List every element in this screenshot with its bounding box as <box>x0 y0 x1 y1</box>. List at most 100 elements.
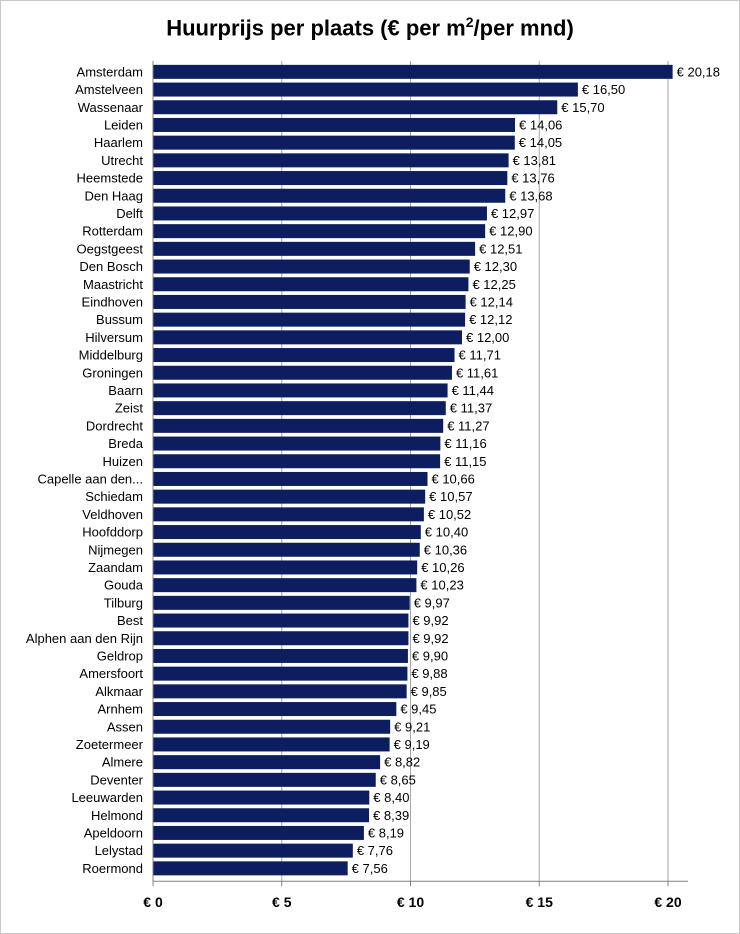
bar-helmond <box>153 808 370 823</box>
bar-breda <box>153 436 441 451</box>
bar-zeist <box>153 401 446 416</box>
category-label: Almere <box>102 755 143 770</box>
category-label: Leeuwarden <box>71 790 143 805</box>
x-tick-label: € 0 <box>143 894 163 910</box>
bar-den-haag <box>153 188 506 203</box>
category-label: Maastricht <box>83 277 143 292</box>
category-label: Breda <box>108 436 143 451</box>
value-label: € 9,19 <box>394 737 430 752</box>
bar-zaandam <box>153 560 418 575</box>
category-label: Oegstgeest <box>77 241 144 256</box>
category-label: Arnhem <box>97 702 143 717</box>
bar-tilburg <box>153 595 410 610</box>
value-label: € 7,56 <box>352 861 388 876</box>
category-label: Zaandam <box>88 560 143 575</box>
category-label: Haarlem <box>94 135 143 150</box>
x-tick-label: € 20 <box>654 894 681 910</box>
value-label: € 12,97 <box>491 206 534 221</box>
x-tick-label: € 5 <box>272 894 292 910</box>
category-label: Heemstede <box>77 171 143 186</box>
value-label: € 11,71 <box>459 348 501 363</box>
category-label: Hoofddorp <box>82 525 143 540</box>
bar-almere <box>153 755 381 770</box>
category-label: Zeist <box>115 401 144 416</box>
bar-wassenaar <box>153 100 558 115</box>
value-label: € 9,97 <box>414 595 450 610</box>
chart-title: Huurprijs per plaats (€ per m2/per mnd) <box>0 14 740 41</box>
value-label: € 9,88 <box>411 666 447 681</box>
bar-dordrecht <box>153 418 444 433</box>
bar-apeldoorn <box>153 825 364 840</box>
category-label: Den Haag <box>84 188 143 203</box>
bar-baarn <box>153 383 448 398</box>
bar-middelburg <box>153 348 455 363</box>
category-label: Helmond <box>91 808 143 823</box>
category-label: Roermond <box>82 861 143 876</box>
bar-amsterdam <box>153 64 673 79</box>
bar-hilversum <box>153 330 462 345</box>
bar-veldhoven <box>153 507 424 522</box>
bar-eindhoven <box>153 294 466 309</box>
bar-nijmegen <box>153 542 420 557</box>
value-label: € 10,57 <box>429 489 472 504</box>
bar-delft <box>153 206 487 221</box>
value-label: € 9,21 <box>394 719 430 734</box>
chart-title-tail: /per mnd) <box>473 15 574 41</box>
bar-amstelveen <box>153 82 578 97</box>
category-label: Capelle aan den... <box>37 471 143 486</box>
x-tick-label: € 15 <box>526 894 553 910</box>
category-label: Amstelveen <box>75 82 143 97</box>
value-label: € 7,76 <box>357 843 393 858</box>
category-label: Zoetermeer <box>76 737 144 752</box>
category-label: Dordrecht <box>86 418 143 433</box>
value-label: € 16,50 <box>582 82 625 97</box>
bar-arnhem <box>153 702 397 717</box>
category-label: Best <box>117 613 143 628</box>
bar-rotterdam <box>153 224 486 239</box>
category-label: Geldrop <box>97 648 143 663</box>
value-label: € 8,39 <box>373 808 409 823</box>
category-label: Lelystad <box>95 843 143 858</box>
bar-geldrop <box>153 648 408 663</box>
value-label: € 12,00 <box>466 330 509 345</box>
bar-best <box>153 613 409 628</box>
bar-haarlem <box>153 135 515 150</box>
category-label: Utrecht <box>101 153 143 168</box>
category-label: Alphen aan den Rijn <box>26 631 143 646</box>
value-label: € 10,26 <box>421 560 464 575</box>
bar-zoetermeer <box>153 737 390 752</box>
category-label: Amersfoort <box>79 666 143 681</box>
bar-gouda <box>153 578 417 593</box>
value-label: € 13,68 <box>509 188 552 203</box>
category-label: Tilburg <box>104 595 143 610</box>
bar-huizen <box>153 454 441 469</box>
value-label: € 12,14 <box>470 294 513 309</box>
value-label: € 12,25 <box>472 277 515 292</box>
category-label: Apeldoorn <box>84 825 143 840</box>
category-label: Den Bosch <box>79 259 143 274</box>
category-label: Veldhoven <box>82 507 143 522</box>
category-label: Rotterdam <box>82 224 143 239</box>
bar-utrecht <box>153 153 509 168</box>
bar-den-bosch <box>153 259 470 274</box>
category-label: Schiedam <box>85 489 143 504</box>
bar-alkmaar <box>153 684 407 699</box>
category-label: Assen <box>107 719 143 734</box>
category-label: Deventer <box>90 772 143 787</box>
category-label: Bussum <box>96 312 143 327</box>
value-label: € 8,19 <box>368 825 404 840</box>
value-label: € 12,30 <box>474 259 517 274</box>
category-label: Huizen <box>103 454 143 469</box>
value-label: € 8,82 <box>384 755 420 770</box>
bar-maastricht <box>153 277 469 292</box>
bar-schiedam <box>153 489 426 504</box>
category-label: Gouda <box>104 578 144 593</box>
category-label: Amsterdam <box>77 64 143 79</box>
x-tick-label: € 10 <box>397 894 424 910</box>
category-labels: Amsterdam Amstelveen Wassenaar Leiden Haarle… <box>26 64 144 876</box>
value-label: € 10,36 <box>424 542 467 557</box>
value-label: € 11,27 <box>447 418 489 433</box>
category-label: Wassenaar <box>78 100 144 115</box>
value-label: € 9,92 <box>412 613 448 628</box>
